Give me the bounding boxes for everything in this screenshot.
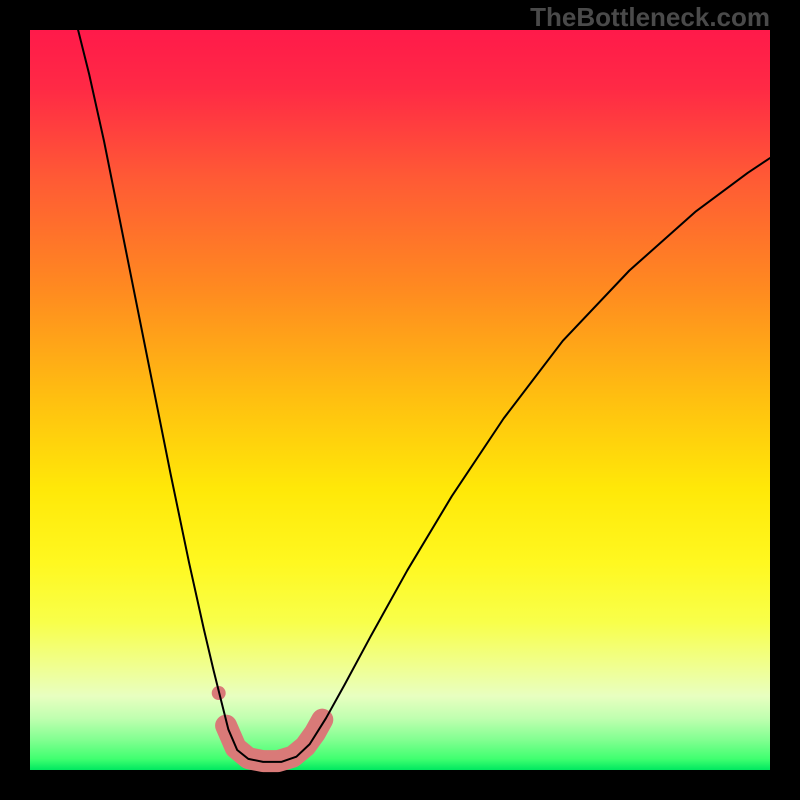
chart-curve-layer: [0, 0, 800, 800]
highlight-segment: [226, 720, 322, 761]
chart-frame: TheBottleneck.com: [0, 0, 800, 800]
watermark-text: TheBottleneck.com: [530, 2, 770, 33]
bottleneck-curve: [78, 30, 770, 762]
